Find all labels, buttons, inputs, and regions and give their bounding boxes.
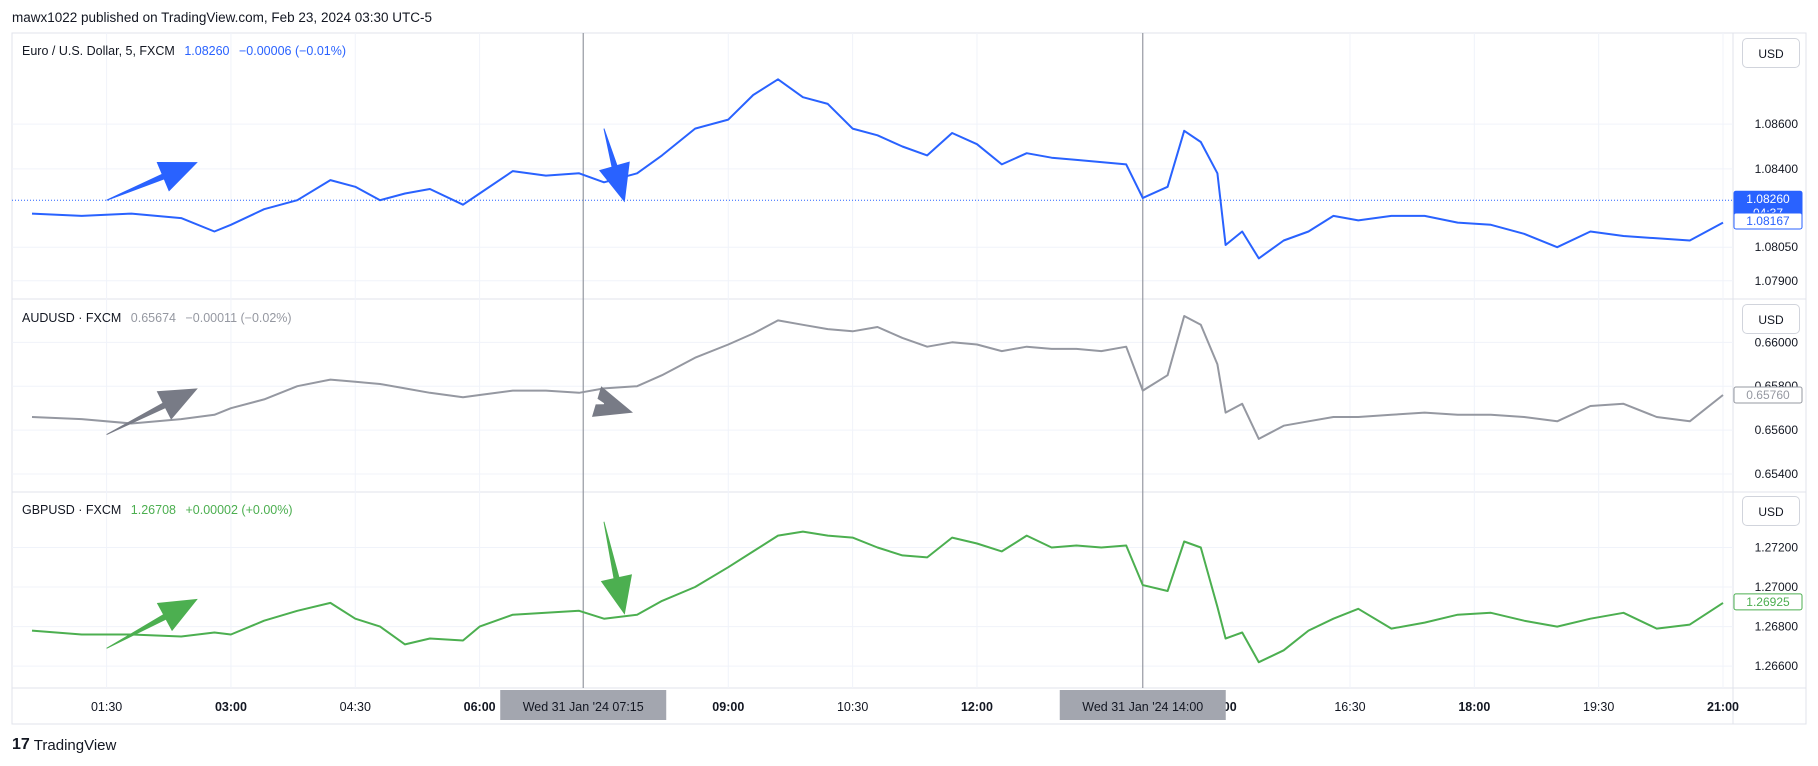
price-tick-label: 1.26600 [1755, 659, 1799, 673]
time-tick-label: 10:30 [837, 700, 868, 714]
crosshair-time-box [1059, 690, 1226, 720]
time-tick-label: 03:00 [215, 700, 247, 714]
legend-gbpusd-price: 1.26708 [130, 503, 176, 517]
legend-audusd: AUDUSD · FXCM 0.65674 −0.00011 (−0.02%) [22, 311, 298, 325]
time-tick-label: 18:00 [1458, 700, 1490, 714]
legend-audusd-symbol: AUDUSD · FXCM [22, 311, 122, 325]
tradingview-logo-text: TradingView [33, 736, 117, 754]
annotation-arrow-audusd [106, 388, 198, 435]
annotation-arrow-eurusd [599, 128, 630, 203]
time-axis[interactable]: 01:30 03:00 04:30 06:00 09:00 10:30 12:00 16:30… [91, 690, 1739, 720]
legend-audusd-price: 0.65674 [130, 311, 176, 325]
series-line-gbpusd [31, 530, 1724, 664]
legend-gbpusd: GBPUSD · FXCM 1.26708 +0.00002 (+0.00%) [22, 503, 299, 517]
legend-eurusd-price: 1.08260 [184, 44, 230, 58]
grid-layer [11, 32, 1807, 725]
legend-eurusd: Euro / U.S. Dollar, 5, FXCM 1.08260 −0.0… [22, 44, 352, 58]
annotation-arrows [106, 128, 633, 649]
legend-audusd-change: −0.00011 (−0.02%) [185, 311, 292, 325]
annotation-arrow-audusd [592, 386, 633, 417]
chart-canvas[interactable]: 1.086001.084001.080501.079001.0826004:37… [0, 0, 1818, 730]
time-tick-label: 06:00 [464, 700, 496, 714]
time-tick-label: 12:00 [961, 700, 993, 714]
price-tick-label: 1.08400 [1755, 162, 1799, 176]
series-line-eurusd [31, 78, 1724, 260]
crosshair-time-label: Wed 31 Jan '24 14:00 [1082, 700, 1203, 714]
series-line-audusd [31, 315, 1724, 440]
price-tag [1733, 386, 1803, 404]
legend-eurusd-change: −0.00006 (−0.01%) [238, 44, 347, 58]
currency-button-gbpusd[interactable]: USD [1742, 496, 1800, 526]
annotation-arrow-eurusd [106, 162, 198, 201]
price-tag [1733, 212, 1803, 230]
currency-button-audusd[interactable]: USD [1742, 304, 1800, 334]
price-tag-value: 1.26925 [1746, 595, 1790, 609]
price-tag-value: 0.65760 [1746, 388, 1790, 402]
price-tag-value: 1.08260 [1746, 192, 1790, 206]
annotation-arrow-gbpusd [106, 598, 198, 649]
price-tick-label: 1.07900 [1755, 274, 1799, 288]
tradingview-logo[interactable]: 17 TradingView [12, 736, 116, 754]
series-layer [31, 78, 1724, 664]
crosshair-time-box [500, 690, 667, 720]
currency-button-eurusd[interactable]: USD [1742, 38, 1800, 68]
time-tick-label: 01:30 [91, 700, 122, 714]
time-tick-label: 21:00 [1707, 700, 1739, 714]
legend-gbpusd-symbol: GBPUSD · FXCM [22, 503, 122, 517]
price-axes: 1.086001.084001.080501.079001.0826004:37… [1733, 117, 1803, 673]
legend-gbpusd-change: +0.00002 (+0.00%) [185, 503, 293, 517]
chart-frame-border [11, 32, 1807, 725]
price-tick-label: 1.27000 [1755, 580, 1799, 594]
price-tick-label: 1.08050 [1755, 240, 1799, 254]
price-tag-value: 1.08167 [1746, 214, 1790, 228]
crosshair-time-label: Wed 31 Jan '24 07:15 [523, 700, 644, 714]
price-tick-label: 0.65400 [1755, 467, 1799, 481]
price-tag [1733, 593, 1803, 611]
crosshair-markers [582, 33, 1144, 688]
price-tick-label: 1.26800 [1755, 620, 1799, 634]
time-tick-label: 19:30 [1583, 700, 1614, 714]
price-tick-label: 1.27200 [1755, 540, 1799, 554]
price-tick-label: 0.65600 [1755, 423, 1799, 437]
time-tick-label: 09:00 [712, 700, 744, 714]
time-tick-label: 16:30 [1334, 700, 1365, 714]
legend-eurusd-symbol: Euro / U.S. Dollar, 5, FXCM [22, 44, 175, 58]
tradingview-logo-icon: 17 [12, 736, 30, 753]
published-info: mawx1022 published on TradingView.com, F… [12, 10, 433, 25]
price-tick-label: 0.66000 [1755, 335, 1799, 349]
time-tick-label: 04:30 [340, 700, 371, 714]
price-tick-label: 1.08600 [1755, 117, 1799, 131]
annotation-arrow-gbpusd [600, 521, 632, 615]
